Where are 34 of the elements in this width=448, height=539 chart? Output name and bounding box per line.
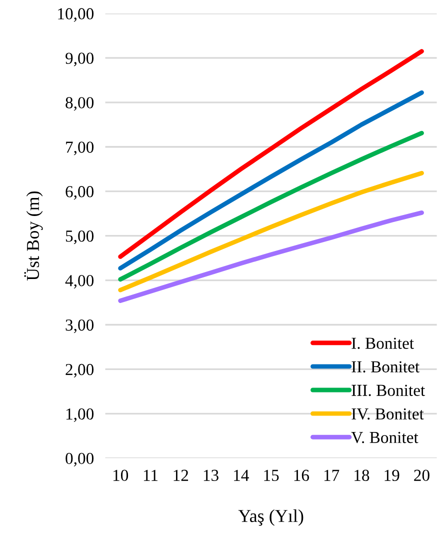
line-series: [118, 90, 424, 270]
x-axis-title: Yaş (Yıl): [238, 509, 304, 526]
x-tick-label: 15: [264, 470, 279, 481]
x-tick-label: 11: [144, 470, 158, 481]
y-tick-label: 9,00: [66, 52, 94, 66]
legend-label: V. Bonitet: [351, 432, 418, 444]
x-tick-label: 13: [204, 470, 218, 481]
x-tick-label: 20: [414, 470, 430, 481]
x-tick-label: 17: [324, 470, 340, 481]
x-tick-label: 18: [354, 470, 370, 481]
x-tick-label: 19: [384, 470, 400, 481]
y-tick-label: 6,00: [66, 186, 94, 200]
legend-label: II. Bonitet: [352, 361, 420, 373]
line-series: [118, 210, 424, 303]
legend-label: I. Bonitet: [352, 338, 414, 349]
line-series: [118, 130, 424, 282]
y-tick-label: 1,00: [66, 408, 94, 422]
legend-label: IV. Bonitet: [352, 408, 424, 420]
x-tick-label: 12: [174, 470, 188, 481]
y-tick-label: 0,00: [66, 452, 94, 466]
y-tick-label: 10,00: [58, 8, 94, 22]
x-tick-label: 14: [234, 470, 249, 481]
y-axis-title: Üst Boy (m): [24, 191, 43, 281]
line-series: [118, 49, 424, 259]
y-tick-label: 2,00: [66, 364, 94, 378]
x-tick-label: 10: [113, 470, 128, 481]
y-tick-label: 3,00: [66, 319, 94, 334]
y-tick-label: 4,00: [65, 274, 94, 289]
x-tick-label: 16: [294, 470, 310, 481]
y-tick-label: 5,00: [66, 230, 94, 244]
legend-label: III. Bonitet: [352, 384, 426, 396]
y-tick-label: 8,00: [66, 97, 94, 111]
y-tick-label: 7,00: [66, 142, 94, 156]
line-series: [118, 170, 424, 292]
